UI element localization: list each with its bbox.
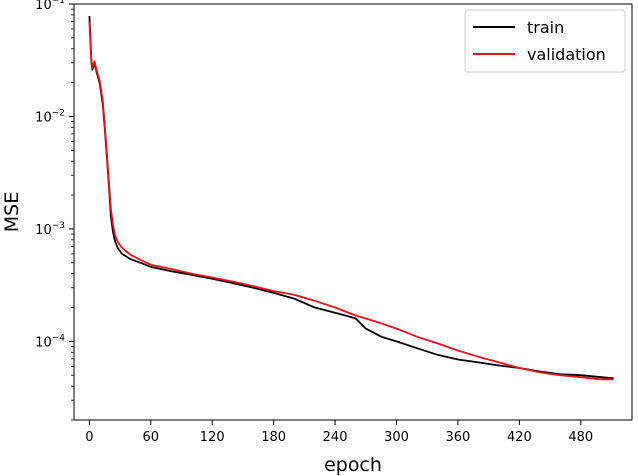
y-axis: 10−1 10−2 10−3 10−4 xyxy=(35,0,74,421)
legend-label-train: train xyxy=(527,18,564,37)
x-tick-label: 360 xyxy=(446,430,471,445)
x-tick-label: 120 xyxy=(200,430,225,445)
legend: train validation xyxy=(464,9,626,73)
x-tick-label: 420 xyxy=(507,430,532,445)
plot-area xyxy=(88,16,614,381)
y-tick-label: 10−2 xyxy=(35,108,65,125)
legend-label-validation: validation xyxy=(527,45,606,64)
y-tick-label: 10−1 xyxy=(35,0,65,13)
x-tick-label: 0 xyxy=(85,430,93,445)
series-line-validation xyxy=(88,21,614,381)
y-tick-label: 10−4 xyxy=(35,333,65,350)
x-tick-label: 60 xyxy=(143,430,160,445)
y-tick-label: 10−3 xyxy=(35,221,65,238)
x-axis: 0 60 120 180 240 300 360 420 480 xyxy=(85,420,593,445)
y-axis-title: MSE xyxy=(1,192,23,232)
plot-frame xyxy=(73,3,633,421)
legend-box xyxy=(464,9,626,73)
x-tick-label: 480 xyxy=(568,430,593,445)
x-axis-title: epoch xyxy=(324,454,382,476)
x-tick-label: 300 xyxy=(384,430,409,445)
x-tick-label: 180 xyxy=(261,430,286,445)
x-tick-label: 240 xyxy=(323,430,348,445)
